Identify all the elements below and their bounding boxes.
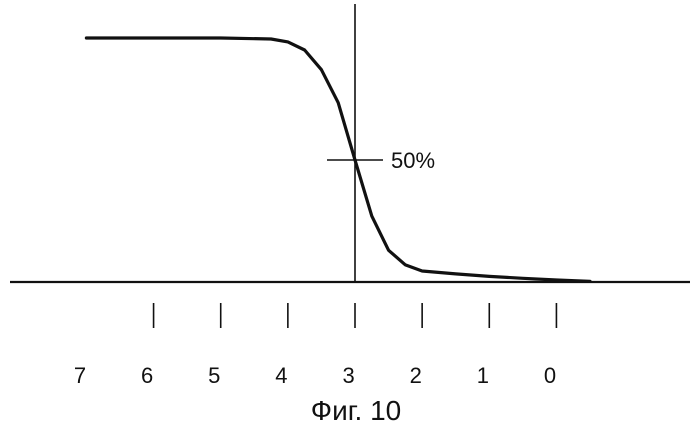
x-tick-label-4: 4 [275,363,287,388]
x-tick-label-6: 6 [141,363,153,388]
annotation-text: 50% [391,148,435,173]
x-tick-label-1: 1 [477,363,489,388]
x-tick-label-7: 7 [74,363,86,388]
x-tick-label-2: 2 [410,363,422,388]
x-tick-label-0: 0 [544,363,556,388]
x-tick-label-3: 3 [342,363,354,388]
figure-caption: Фиг. 10 [311,395,401,426]
x-tick-label-5: 5 [208,363,220,388]
